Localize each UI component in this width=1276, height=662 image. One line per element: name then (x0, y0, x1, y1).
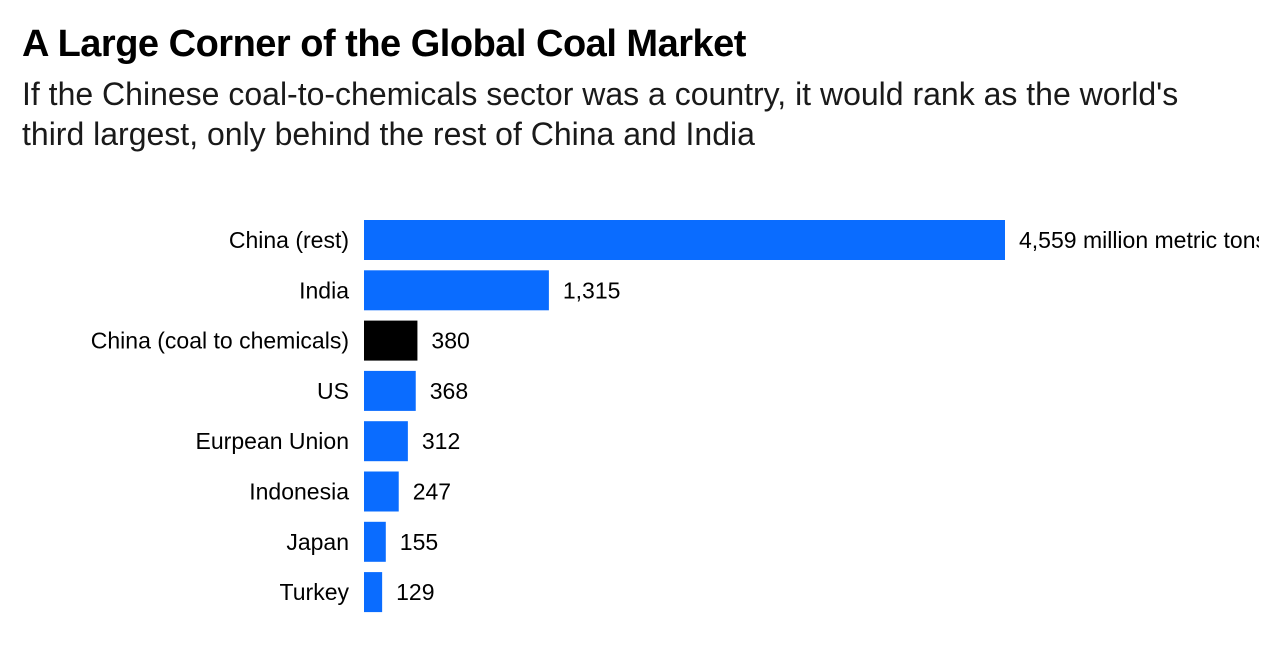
bar (364, 572, 383, 613)
chart-subtitle: If the Chinese coal-to-chemicals sector … (22, 76, 1179, 152)
value-label: 129 (396, 579, 434, 605)
category-label: China (rest) (229, 227, 349, 253)
category-label: US (317, 378, 349, 404)
bar (364, 220, 1005, 260)
bar (364, 421, 408, 462)
bar (364, 471, 399, 512)
value-label: 312 (422, 428, 460, 454)
category-label: Eurpean Union (196, 428, 349, 454)
category-label: India (299, 277, 349, 303)
chart-title: A Large Corner of the Global Coal Market (22, 23, 746, 65)
value-label: 1,315 (563, 277, 621, 303)
bar (364, 320, 418, 361)
bar (364, 521, 386, 562)
value-label: 380 (431, 328, 469, 354)
category-label: China (coal to chemicals) (91, 328, 349, 354)
value-label: 368 (430, 378, 468, 404)
category-label: Turkey (280, 579, 350, 605)
category-label: Indonesia (249, 479, 349, 505)
bar (364, 270, 549, 311)
value-label: 4,559 million metric tons (1019, 227, 1267, 253)
bar-group: China (rest) 4,559 million metric tons Ind… (91, 220, 1267, 613)
value-label: 247 (413, 479, 451, 505)
value-label: 155 (400, 529, 438, 555)
category-label: Japan (286, 529, 349, 555)
bar (364, 370, 416, 411)
